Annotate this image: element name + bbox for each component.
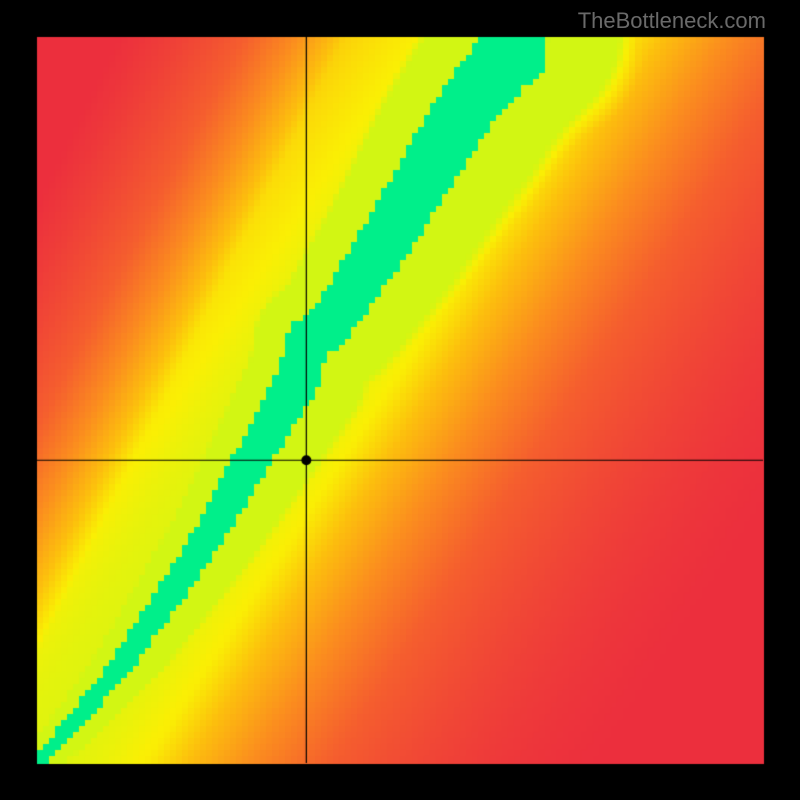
heatmap-canvas [0, 0, 800, 800]
chart-container: TheBottleneck.com [0, 0, 800, 800]
